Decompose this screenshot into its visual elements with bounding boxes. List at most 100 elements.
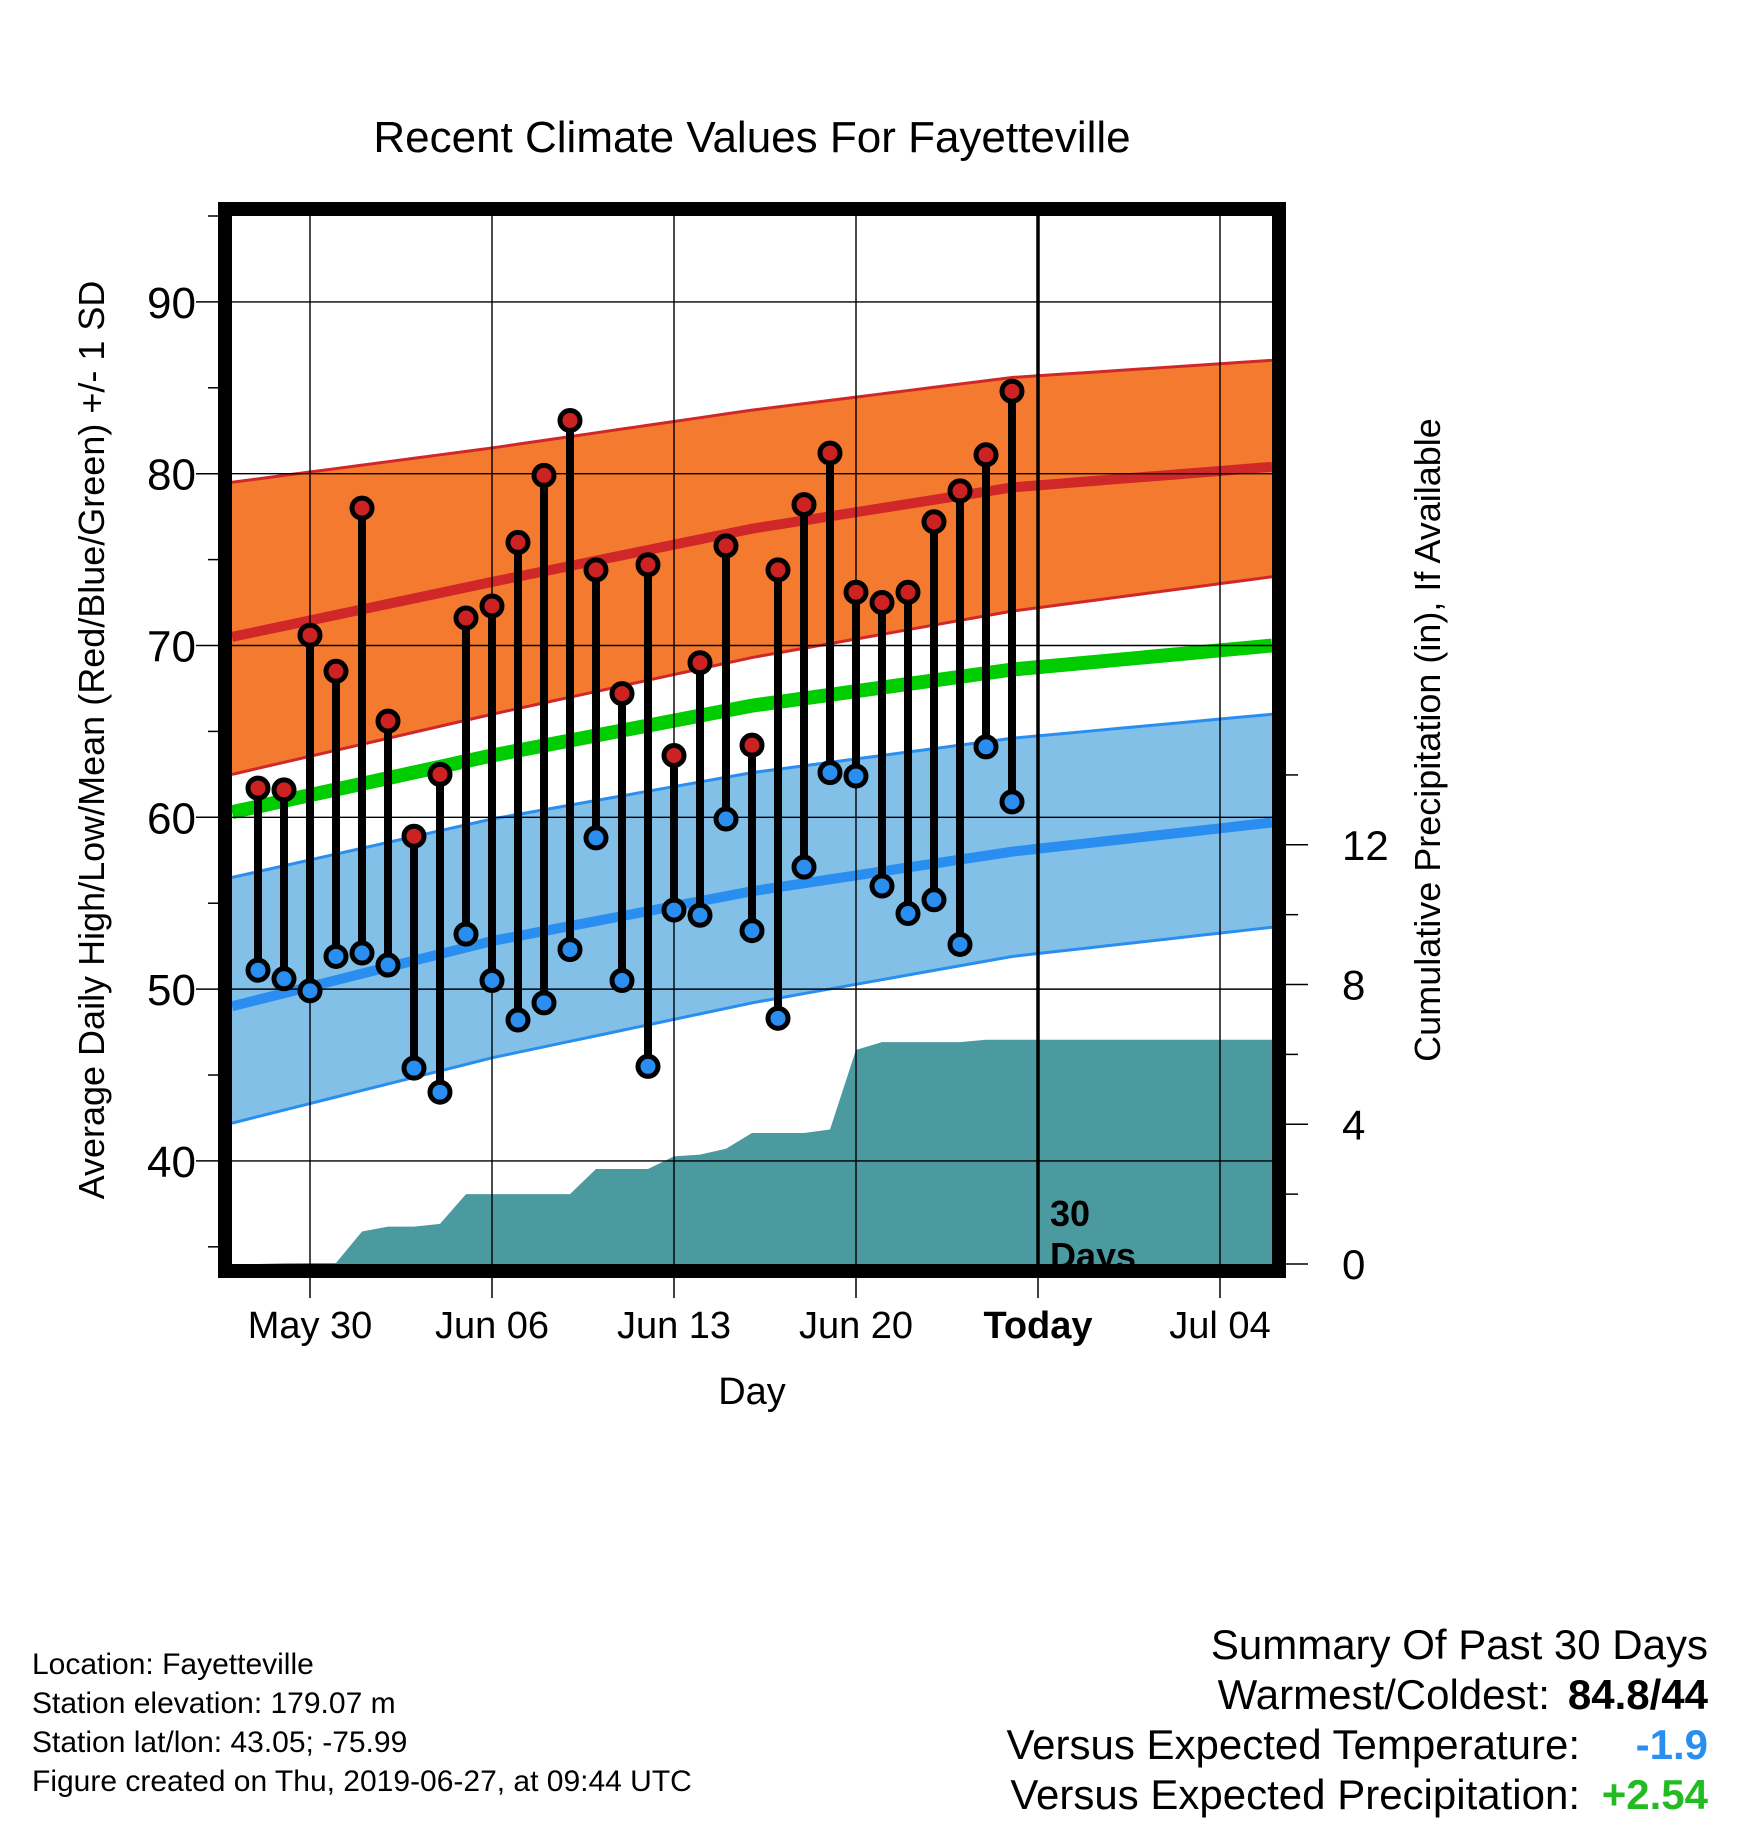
obs-low-point	[375, 952, 401, 978]
x-tick-label: Jun 13	[617, 1305, 731, 1347]
obs-low-point	[323, 943, 349, 969]
high-lower-line	[232, 575, 1272, 776]
obs-high-point	[375, 708, 401, 734]
obs-low-point	[245, 957, 271, 983]
y-axis-label: Average Daily High/Low/Mean (Red/Blue/Gr…	[71, 281, 112, 1200]
y-tick-label: 70	[147, 623, 196, 672]
y2-tick-label: 8	[1342, 962, 1365, 1009]
obs-high-point	[713, 533, 739, 559]
summary-panel: Summary Of Past 30 Days Warmest/Coldest:…	[1006, 1620, 1708, 1820]
obs-high-point	[739, 732, 765, 758]
y2-tick-label: 12	[1342, 822, 1389, 869]
obs-high-point	[453, 605, 479, 631]
obs-low-point	[479, 968, 505, 994]
obs-high-point	[661, 742, 687, 768]
obs-low-point	[869, 873, 895, 899]
obs-low-point	[973, 734, 999, 760]
location-text: Location: Fayetteville	[32, 1648, 314, 1681]
obs-low-point	[895, 901, 921, 927]
obs-high-point	[323, 658, 349, 684]
obs-low-point	[609, 968, 635, 994]
obs-low-point	[921, 887, 947, 913]
warmest-coldest-row: Warmest/Coldest: 84.8/44	[1006, 1670, 1708, 1720]
warmest-coldest-value: 84.8/44	[1567, 1671, 1708, 1718]
obs-high-point	[349, 495, 375, 521]
x-tick-label: Jul 04	[1169, 1305, 1270, 1347]
obs-high-point	[869, 590, 895, 616]
y2-tick-label: 0	[1342, 1241, 1365, 1288]
high-normal-line	[232, 461, 1272, 642]
obs-high-point	[297, 622, 323, 648]
today-days-label-line: 30	[1050, 1193, 1090, 1234]
obs-low-point	[349, 940, 375, 966]
obs-high-point	[401, 823, 427, 849]
temp-anomaly-row: Versus Expected Temperature: -1.9	[1006, 1720, 1708, 1770]
low-lower-line	[232, 925, 1272, 1125]
obs-low-point	[557, 937, 583, 963]
y-tick-label: 80	[147, 451, 196, 500]
precip-anomaly-value: +2.54	[1601, 1771, 1708, 1818]
obs-high-point	[609, 681, 635, 707]
precip-anomaly-row: Versus Expected Precipitation: +2.54	[1006, 1770, 1708, 1820]
y2-axis-label: Cumulative Precipitation (in), If Availa…	[1407, 418, 1448, 1062]
obs-high-point	[479, 593, 505, 619]
warmest-coldest-label: Warmest/Coldest:	[1217, 1671, 1550, 1718]
obs-high-point	[791, 492, 817, 518]
x-axis-label: Day	[718, 1371, 786, 1413]
obs-low-point	[999, 789, 1025, 815]
y2-tick-label: 4	[1342, 1101, 1365, 1148]
high-upper-line	[232, 358, 1272, 484]
obs-low-point	[427, 1079, 453, 1105]
obs-low-point	[843, 763, 869, 789]
station-info: Location: Fayetteville Station elevation…	[32, 1645, 692, 1801]
x-tick-label: Jun 06	[435, 1305, 549, 1347]
plot-frame	[218, 202, 1286, 1278]
obs-high-point	[635, 552, 661, 578]
obs-low-point	[713, 806, 739, 832]
temp-anomaly-label: Versus Expected Temperature:	[1006, 1721, 1580, 1768]
obs-low-point	[453, 921, 479, 947]
obs-low-point	[531, 990, 557, 1016]
x-tick-label: Jun 20	[799, 1305, 913, 1347]
obs-high-point	[765, 557, 791, 583]
obs-high-point	[843, 579, 869, 605]
obs-low-point	[661, 897, 687, 923]
temp-anomaly-value: -1.9	[1635, 1721, 1708, 1768]
chart-title: Recent Climate Values For Fayetteville	[373, 113, 1130, 162]
obs-high-point	[687, 650, 713, 676]
obs-low-point	[817, 760, 843, 786]
x-tick-label: May 30	[248, 1305, 373, 1347]
obs-high-point	[817, 440, 843, 466]
obs-low-point	[687, 902, 713, 928]
y-tick-label: 40	[147, 1138, 196, 1187]
obs-low-point	[635, 1053, 661, 1079]
mean-normal-line	[232, 638, 1272, 819]
obs-high-point	[973, 442, 999, 468]
elevation-text: Station elevation: 179.07 m	[32, 1687, 396, 1720]
obs-low-point	[791, 854, 817, 880]
y-tick-label: 60	[147, 794, 196, 843]
obs-low-point	[505, 1007, 531, 1033]
summary-heading: Summary Of Past 30 Days	[1210, 1621, 1708, 1668]
latlon-text: Station lat/lon: 43.05; -75.99	[32, 1726, 408, 1759]
obs-low-point	[583, 825, 609, 851]
obs-high-point	[427, 761, 453, 787]
y-tick-label: 90	[147, 279, 196, 328]
obs-low-point	[765, 1005, 791, 1031]
obs-high-point	[505, 529, 531, 555]
precip-anomaly-label: Versus Expected Precipitation:	[1010, 1771, 1580, 1818]
obs-high-point	[999, 378, 1025, 404]
created-text: Figure created on Thu, 2019-06-27, at 09…	[32, 1765, 692, 1798]
obs-high-point	[895, 579, 921, 605]
obs-low-point	[271, 966, 297, 992]
obs-high-point	[921, 509, 947, 535]
obs-low-point	[401, 1055, 427, 1081]
obs-low-point	[947, 931, 973, 957]
obs-high-point	[531, 462, 557, 488]
x-tick-label: Today	[983, 1305, 1092, 1347]
obs-high-point	[271, 777, 297, 803]
obs-low-point	[739, 918, 765, 944]
obs-low-point	[297, 978, 323, 1004]
obs-high-point	[947, 478, 973, 504]
